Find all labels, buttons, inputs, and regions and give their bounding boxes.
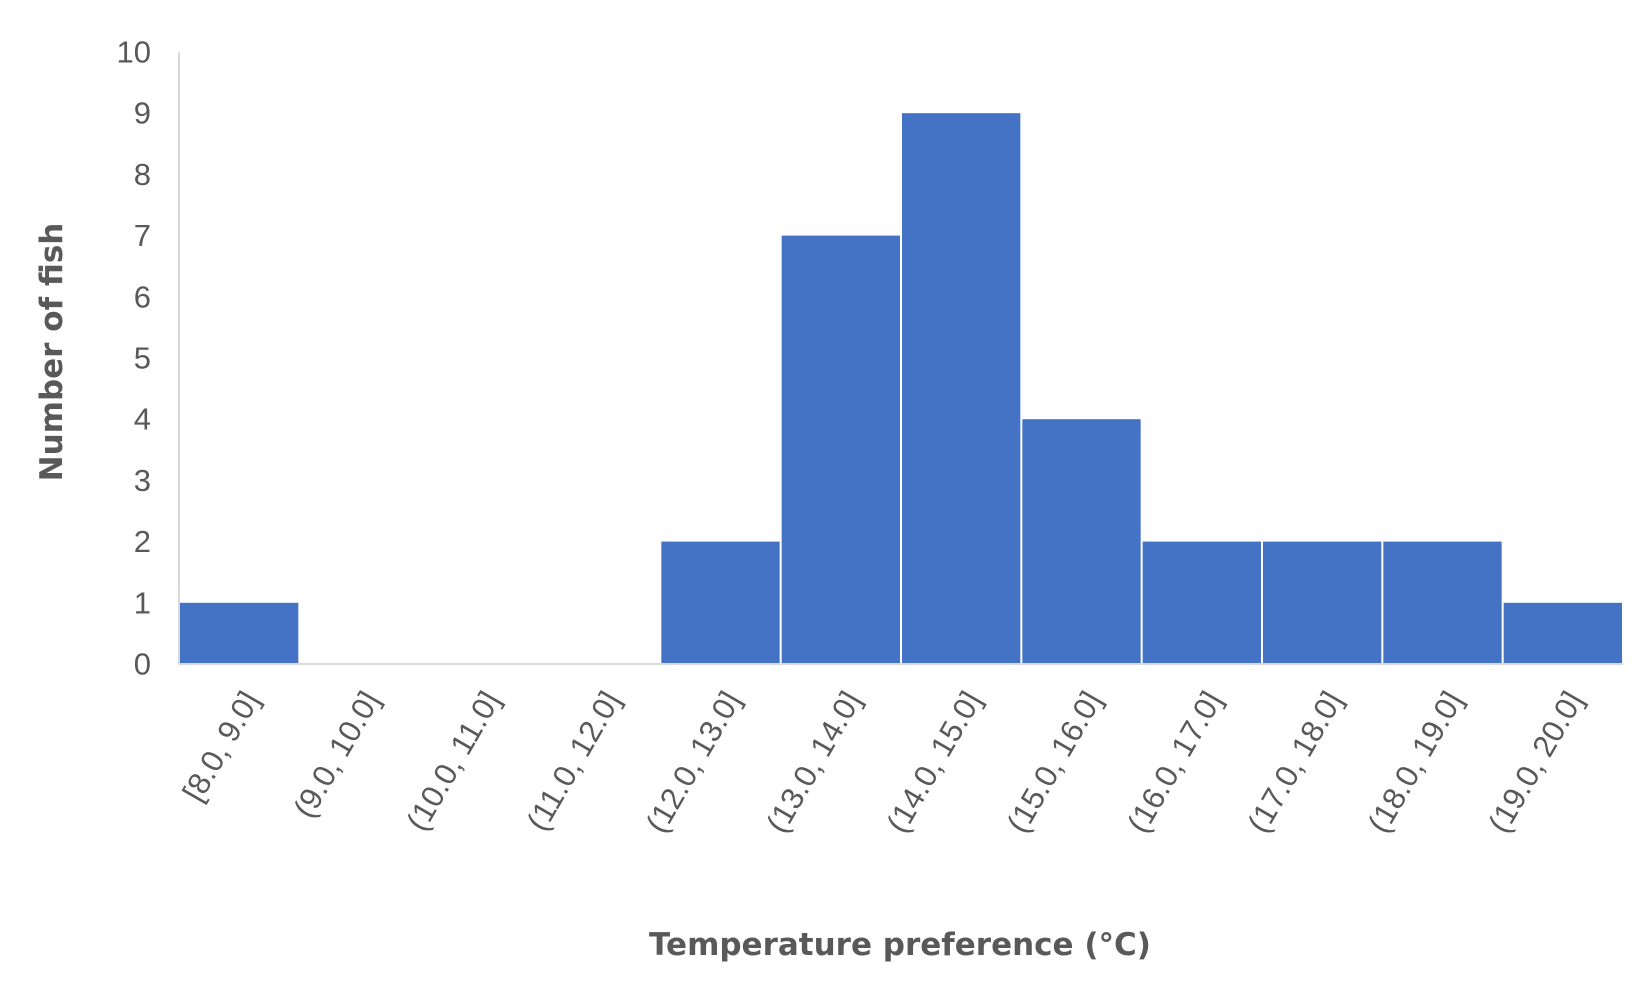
axes-layer bbox=[178, 52, 1623, 665]
x-tick-label-3: (11.0, 12.0] bbox=[520, 685, 628, 836]
y-tick-label-0: 0 bbox=[134, 647, 151, 682]
y-tick-label-7: 7 bbox=[134, 218, 151, 253]
y-tick-label-1: 1 bbox=[134, 585, 151, 620]
x-tick-label-10: (18.0, 19.0] bbox=[1361, 685, 1470, 838]
x-tick-label-4: (12.0, 13.0] bbox=[639, 685, 748, 838]
y-tick-label-9: 9 bbox=[134, 96, 151, 131]
bar-9 bbox=[1263, 541, 1382, 664]
x-tick-label-0: [8.0, 9.0] bbox=[176, 685, 267, 807]
y-tick-labels: 0 1 2 3 4 5 6 7 8 9 10 bbox=[117, 35, 151, 682]
bar-0 bbox=[180, 602, 299, 664]
x-axis-title: Temperature preference (°C) bbox=[649, 927, 1151, 963]
bar-10 bbox=[1383, 541, 1502, 664]
bar-6 bbox=[902, 113, 1021, 664]
x-tick-label-11: (19.0, 20.0] bbox=[1481, 685, 1590, 838]
x-tick-label-8: (16.0, 17.0] bbox=[1120, 685, 1229, 838]
y-tick-label-4: 4 bbox=[134, 402, 151, 437]
x-tick-label-7: (15.0, 16.0] bbox=[1000, 685, 1109, 838]
y-tick-label-5: 5 bbox=[134, 341, 151, 376]
y-tick-label-2: 2 bbox=[134, 524, 151, 559]
bar-4 bbox=[661, 541, 780, 664]
bar-11 bbox=[1503, 602, 1622, 664]
bars-layer bbox=[180, 113, 1622, 664]
x-tick-label-9: (17.0, 18.0] bbox=[1241, 685, 1350, 838]
bar-8 bbox=[1142, 541, 1261, 664]
bar-7 bbox=[1022, 419, 1141, 664]
y-tick-label-6: 6 bbox=[134, 279, 151, 314]
x-tick-label-6: (14.0, 15.0] bbox=[880, 685, 989, 838]
y-tick-label-8: 8 bbox=[134, 157, 151, 192]
x-tick-label-5: (13.0, 14.0] bbox=[759, 685, 868, 838]
y-tick-label-3: 3 bbox=[134, 463, 151, 498]
x-tick-label-2: (10.0, 11.0] bbox=[399, 685, 507, 836]
y-axis-title: Number of fish bbox=[34, 223, 70, 482]
y-tick-label-10: 10 bbox=[117, 35, 151, 70]
x-tick-label-1: (9.0, 10.0] bbox=[287, 685, 387, 823]
bar-5 bbox=[781, 235, 900, 664]
x-tick-labels: [8.0, 9.0] (9.0, 10.0] (10.0, 11.0] (11.0, … bbox=[176, 685, 1590, 838]
